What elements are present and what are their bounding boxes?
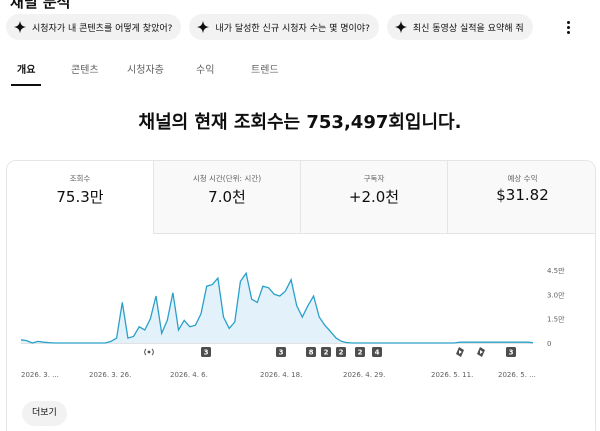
views-chart: 4.5만 3.0만 1.5만 0 2026. 3. ... 2026. 3. 26. 202…: [20, 266, 565, 379]
y-tick-label: 3.0만: [547, 290, 565, 299]
video-count-badge: [276, 347, 286, 357]
video-count-badge: [201, 347, 211, 357]
video-count-text: 3: [204, 349, 209, 357]
metric-label: 조회수: [69, 174, 91, 183]
tab-audience[interactable]: 시청자층: [127, 65, 164, 76]
metric-value: +2.0천: [348, 188, 400, 206]
live-icon: [147, 350, 151, 354]
more-vert-icon[interactable]: [559, 15, 577, 39]
metric-views[interactable]: 조회수 75.3만: [7, 161, 154, 234]
analytics-tabs: 개요 콘텐츠 시청자층 수익 트렌드: [0, 60, 600, 88]
chip-label: 시청자가 내 콘텐츠를 어떻게 찾았어?: [32, 23, 173, 34]
tab-revenue[interactable]: 수익: [196, 65, 215, 76]
metric-revenue[interactable]: 예상 수익 $31.82: [448, 161, 595, 234]
metric-subscribers[interactable]: 구독자 +2.0천: [301, 161, 448, 234]
page-heading-cut: 채널 분석: [10, 0, 71, 11]
overview-card: 조회수 75.3만 시청 시간(단위: 시간) 7.0천 구독자 +2.0천 예…: [6, 160, 596, 431]
live-icon: [144, 348, 154, 356]
video-count-badge: [355, 347, 365, 357]
x-tick-label: 2026. 4. 29.: [343, 371, 385, 379]
sparkle-icon: [394, 20, 408, 34]
video-count-text: 3: [509, 349, 514, 357]
video-count-badge: [336, 347, 346, 357]
series-line: [20, 271, 534, 344]
video-count-badge: [506, 347, 516, 357]
metric-watch-time[interactable]: 시청 시간(단위: 시간) 7.0천: [154, 161, 301, 234]
chip-new-viewers[interactable]: 내가 달성한 신규 시청자 수는 몇 명이야?: [189, 14, 379, 40]
y-tick-label: 0: [547, 340, 551, 348]
video-count-badge: [321, 347, 331, 357]
video-count-text: 2: [358, 349, 363, 357]
x-tick-label: 2026. 3. ...: [21, 371, 59, 379]
video-count-text: 4: [375, 349, 380, 357]
video-count-text: 3: [279, 349, 284, 357]
metric-value: $31.82: [496, 186, 549, 204]
video-count-text: 2: [339, 349, 344, 357]
metric-value: 7.0천: [208, 188, 246, 206]
shorts-icon-play: [459, 350, 462, 354]
tab-overview[interactable]: 개요: [17, 65, 36, 76]
y-tick-label: 1.5만: [547, 315, 565, 324]
chip-label: 내가 달성한 신규 시청자 수는 몇 명이야?: [215, 23, 370, 34]
x-tick-label: 2026. 3. 26.: [89, 371, 131, 379]
metric-label: 예상 수익: [507, 174, 538, 183]
video-count-badge: [372, 347, 382, 357]
x-tick-label: 2026. 4. 18.: [260, 371, 302, 379]
x-tick-label: 2026. 5. ...: [498, 371, 536, 379]
x-tick-label: 2026. 5. 11.: [431, 371, 473, 379]
y-tick-label: 4.5만: [547, 266, 565, 275]
more-button[interactable]: 더보기: [22, 401, 67, 426]
chip-summary[interactable]: 최신 동영상 실적을 요약해 줘: [386, 14, 533, 40]
metric-label: 시청 시간(단위: 시간): [192, 174, 262, 183]
metric-tabs: 조회수 75.3만 시청 시간(단위: 시간) 7.0천 구독자 +2.0천 예…: [7, 161, 595, 234]
shorts-icon-play: [480, 350, 483, 354]
metric-label: 구독자: [363, 174, 385, 183]
x-tick-label: 2026. 4. 6.: [170, 371, 208, 379]
chip-discovery[interactable]: 시청자가 내 콘텐츠를 어떻게 찾았어?: [6, 14, 182, 40]
metric-value: 75.3만: [56, 188, 104, 206]
sparkle-icon: [197, 20, 210, 34]
video-count-badge: [306, 347, 316, 357]
tab-content[interactable]: 콘텐츠: [71, 65, 99, 76]
series-area: [21, 273, 533, 343]
sparkle-icon: [13, 20, 27, 34]
chip-label: 최신 동영상 실적을 요약해 줘: [412, 23, 524, 34]
video-count-text: 8: [309, 349, 314, 357]
tab-trends[interactable]: 트렌드: [251, 65, 279, 76]
suggestion-chips: 시청자가 내 콘텐츠를 어떻게 찾았어? 내가 달성한 신규 시청자 수는 몇 …: [6, 14, 533, 40]
page-title: 채널의 현재 조회수는 753,497회입니다.: [138, 112, 462, 133]
tab-active-indicator: [11, 84, 41, 86]
video-count-text: 2: [324, 349, 329, 357]
